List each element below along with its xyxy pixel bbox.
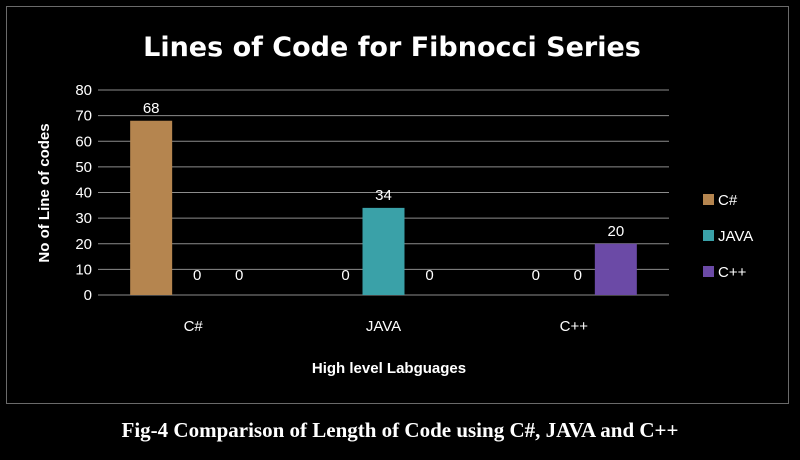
y-tick-label: 10 xyxy=(75,261,92,278)
data-label: 0 xyxy=(425,267,433,284)
legend: C# JAVA C++ xyxy=(703,192,753,281)
data-label: 68 xyxy=(143,100,160,117)
y-tick-label: 0 xyxy=(84,287,92,304)
x-tick-label: C# xyxy=(184,318,204,335)
data-labels: 68 0 0 0 34 0 0 0 20 xyxy=(143,100,624,284)
legend-swatch xyxy=(703,194,714,205)
bar-java-java xyxy=(362,207,405,295)
y-tick-label: 40 xyxy=(75,185,92,202)
legend-label: C++ xyxy=(718,264,747,281)
y-tick-label: 70 xyxy=(75,108,92,125)
x-tick-label: JAVA xyxy=(366,318,401,335)
data-label: 0 xyxy=(574,267,582,284)
y-axis-ticks: 0 10 20 30 40 50 60 70 80 xyxy=(75,82,92,304)
gridlines xyxy=(98,89,669,296)
y-axis-title: No of Line of codes xyxy=(36,123,53,262)
bar-c-c xyxy=(594,243,637,295)
y-tick-label: 30 xyxy=(75,210,92,227)
legend-swatch xyxy=(703,230,714,241)
legend-label: JAVA xyxy=(718,228,753,245)
y-tick-label: 60 xyxy=(75,133,92,150)
data-label: 0 xyxy=(193,267,201,284)
x-axis-title: High level Labguages xyxy=(312,360,466,377)
data-label: 0 xyxy=(235,267,243,284)
chart-frame xyxy=(6,6,789,404)
x-axis-ticks: C# JAVA C++ xyxy=(184,318,589,335)
y-tick-label: 20 xyxy=(75,236,92,253)
legend-label: C# xyxy=(718,192,738,209)
data-label: 20 xyxy=(607,223,624,240)
bars xyxy=(130,120,637,295)
x-tick-label: C++ xyxy=(560,318,589,335)
data-label: 0 xyxy=(532,267,540,284)
data-label: 0 xyxy=(341,267,349,284)
bar-c-c xyxy=(130,120,173,295)
y-tick-label: 80 xyxy=(75,82,92,99)
y-tick-label: 50 xyxy=(75,159,92,176)
legend-swatch xyxy=(703,266,714,277)
figure-caption: Fig-4 Comparison of Length of Code using… xyxy=(121,418,679,442)
chart-title: Lines of Code for Fibnocci Series xyxy=(143,32,641,63)
data-label: 34 xyxy=(375,187,392,204)
bar-chart: Lines of Code for Fibnocci Series 0 10 20 3… xyxy=(36,32,753,377)
